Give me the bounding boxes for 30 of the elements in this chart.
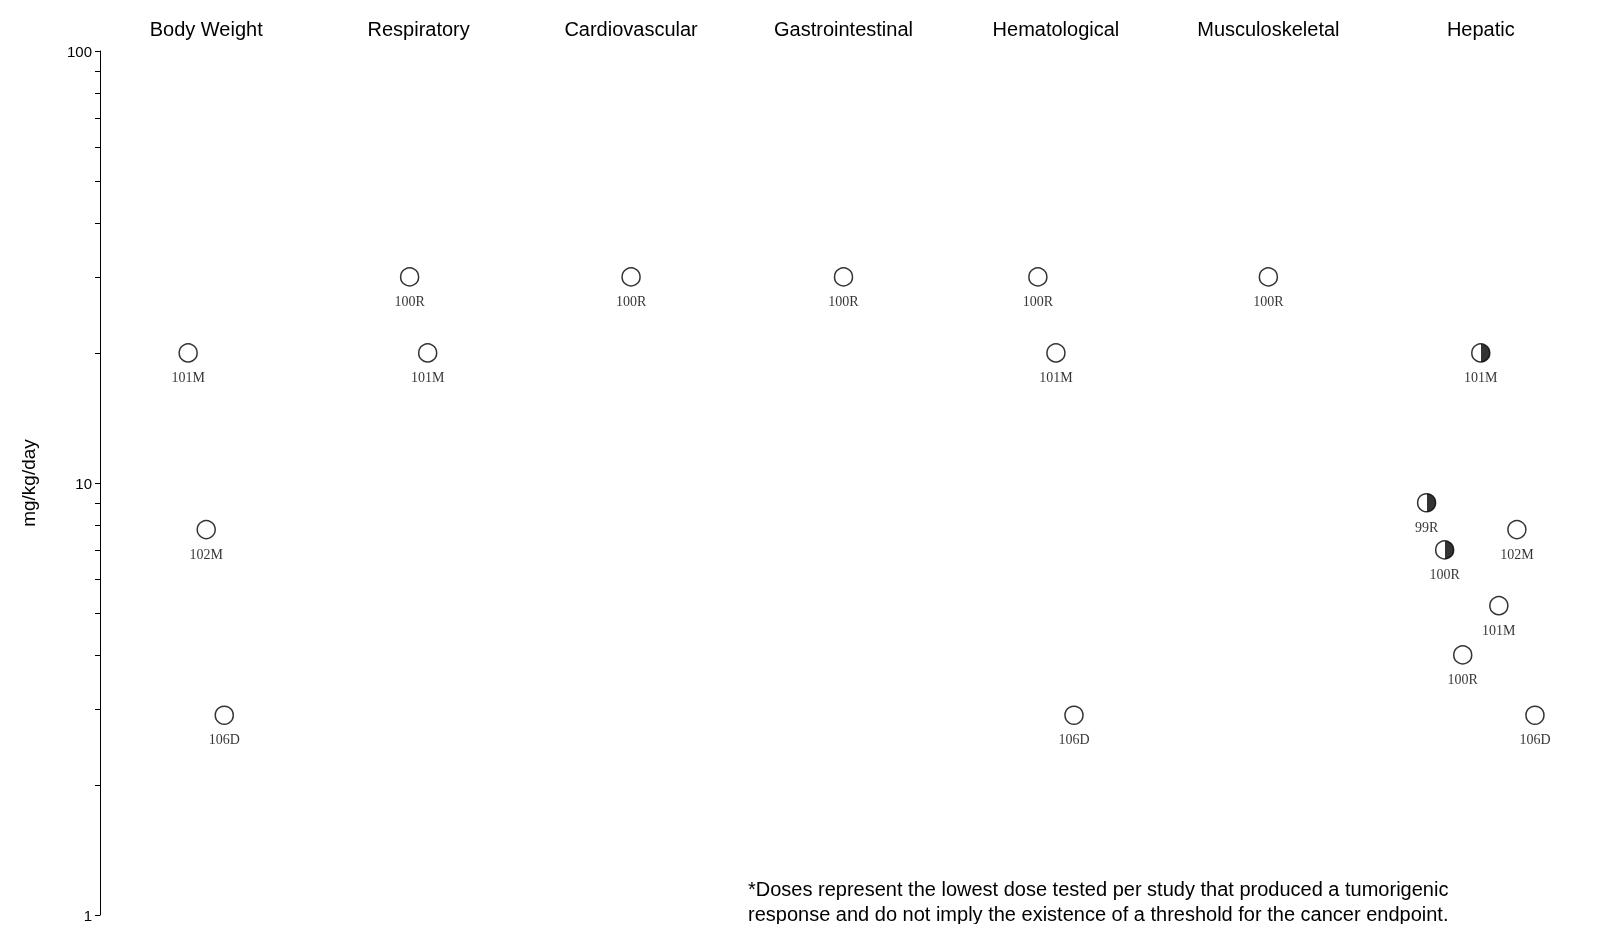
annotation: 102M <box>189 546 224 562</box>
x-tick-label: Body Weight <box>149 18 264 40</box>
annotation: 101M <box>171 370 206 386</box>
annotation: 100R <box>615 294 647 310</box>
x-tick-label: Musculoskeletal <box>1197 18 1340 40</box>
y-tick-label: 1 <box>83 906 92 924</box>
x-tick-label: Hepatic <box>1446 18 1515 40</box>
annotation: 106D <box>1519 732 1551 748</box>
x-tick-label: Respiratory <box>367 18 470 40</box>
annotation: 106D <box>208 732 240 748</box>
annotation: 101M <box>1039 370 1074 386</box>
annotation: 101M <box>1482 622 1517 638</box>
annotation: 100R <box>1447 672 1479 688</box>
annotation: 100R <box>1022 294 1054 310</box>
annotation: 102M <box>1500 546 1535 562</box>
annotation: 99R <box>1414 520 1439 536</box>
y-tick-label: 10 <box>75 474 92 492</box>
x-tick-label: Cardiovascular <box>564 18 699 40</box>
x-tick-label: Gastrointestinal <box>774 18 913 40</box>
annotation: 100R <box>394 294 426 310</box>
annotation: 106D <box>1058 732 1090 748</box>
annotation: 100R <box>1429 567 1461 583</box>
annotation: 100R <box>828 294 860 310</box>
annotation: 100R <box>1253 294 1285 310</box>
annotation: 101M <box>410 370 445 386</box>
annotation: *Doses represent the lowest dose tested per study that produced a tumorigenic response and do not imply the existence of a threshold for the cancer endpoint. <box>748 877 1449 925</box>
y-axis-title: mg/kg/day <box>18 438 39 527</box>
y-tick-label: 100 <box>66 42 92 60</box>
x-tick-label: Hematological <box>992 18 1120 40</box>
annotation: 101M <box>1464 370 1499 386</box>
